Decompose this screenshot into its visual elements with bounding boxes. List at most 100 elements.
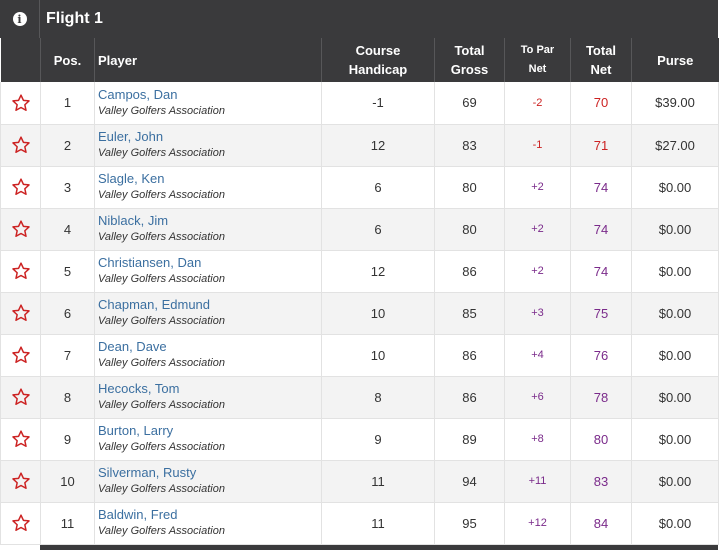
header-pos[interactable]: Pos. [40, 38, 95, 82]
cell-total-gross: 94 [434, 460, 505, 503]
favorite-star-button[interactable] [0, 208, 41, 251]
table-row: 9 Burton, Larry Valley Golfers Association… [0, 418, 719, 461]
cell-course-handicap: 12 [321, 250, 435, 293]
cell-player: Baldwin, Fred Valley Golfers Association [94, 502, 322, 545]
table-footer-bar [40, 545, 718, 550]
table-row: 1 Campos, Dan Valley Golfers Association -1… [0, 82, 719, 125]
cell-pos: 6 [40, 292, 95, 335]
header-total-gross[interactable]: Total Gross [434, 38, 505, 82]
cell-course-handicap: 6 [321, 166, 435, 209]
star-icon [1, 135, 40, 155]
cell-to-par-net: +2 [504, 250, 571, 293]
cell-pos: 2 [40, 124, 95, 167]
cell-purse: $0.00 [631, 460, 719, 503]
table-row: 7 Dean, Dave Valley Golfers Association 10 8… [0, 334, 719, 377]
cell-to-par-net: +8 [504, 418, 571, 461]
star-icon [1, 513, 40, 533]
cell-purse: $39.00 [631, 82, 719, 125]
cell-to-par-net: +2 [504, 208, 571, 251]
player-association: Valley Golfers Association [98, 104, 225, 117]
table-row: 11 Baldwin, Fred Valley Golfers Associatio… [0, 502, 719, 545]
player-association: Valley Golfers Association [98, 189, 225, 201]
player-association: Valley Golfers Association [98, 273, 225, 285]
cell-player: Silverman, Rusty Valley Golfers Associati… [94, 460, 322, 503]
cell-total-net: 76 [570, 334, 632, 377]
favorite-star-button[interactable] [0, 502, 41, 545]
header-player[interactable]: Player [94, 38, 322, 82]
table-row: 6 Chapman, Edmund Valley Golfers Associati… [0, 292, 719, 335]
player-name-link[interactable]: Hecocks, Tom [98, 381, 180, 396]
cell-pos: 8 [40, 376, 95, 419]
favorite-star-button[interactable] [0, 82, 41, 125]
cell-course-handicap: 10 [321, 334, 435, 377]
favorite-star-button[interactable] [0, 376, 41, 419]
cell-player: Campos, Dan Valley Golfers Association [94, 82, 322, 125]
cell-pos: 11 [40, 502, 95, 545]
cell-total-gross: 80 [434, 166, 505, 209]
player-name-link[interactable]: Chapman, Edmund [98, 297, 211, 312]
star-icon [1, 471, 40, 491]
cell-purse: $0.00 [631, 334, 719, 377]
cell-purse: $0.00 [631, 292, 719, 335]
cell-purse: $0.00 [631, 376, 719, 419]
cell-total-gross: 85 [434, 292, 505, 335]
flight-title: Flight 1 [46, 10, 103, 27]
favorite-star-button[interactable] [0, 418, 41, 461]
info-button[interactable]: i [0, 0, 40, 38]
cell-pos: 3 [40, 166, 95, 209]
cell-to-par-net: +4 [504, 334, 571, 377]
player-association: Valley Golfers Association [98, 147, 225, 159]
player-name-link[interactable]: Baldwin, Fred [98, 507, 178, 522]
player-name-link[interactable]: Slagle, Ken [98, 171, 165, 186]
table-row: 2 Euler, John Valley Golfers Association 12… [0, 124, 719, 167]
favorite-star-button[interactable] [0, 250, 41, 293]
cell-total-net: 74 [570, 166, 632, 209]
favorite-star-button[interactable] [0, 124, 41, 167]
flight-title-bar: i Flight 1 [0, 0, 718, 38]
player-name-link[interactable]: Burton, Larry [98, 423, 174, 438]
header-course-handicap[interactable]: Course Handicap [321, 38, 435, 82]
favorite-star-button[interactable] [0, 460, 41, 503]
cell-total-net: 74 [570, 208, 632, 251]
cell-total-gross: 80 [434, 208, 505, 251]
header-total-net[interactable]: Total Net [570, 38, 632, 82]
favorite-star-button[interactable] [0, 166, 41, 209]
cell-pos: 4 [40, 208, 95, 251]
cell-purse: $0.00 [631, 502, 719, 545]
cell-to-par-net: -2 [504, 82, 571, 125]
header-to-par-net[interactable]: To Par Net [504, 38, 571, 82]
header-purse[interactable]: Purse [631, 38, 719, 82]
table-row: 8 Hecocks, Tom Valley Golfers Association 8… [0, 376, 719, 419]
cell-purse: $27.00 [631, 124, 719, 167]
cell-player: Christiansen, Dan Valley Golfers Associat… [94, 250, 322, 293]
player-name-link[interactable]: Campos, Dan [98, 86, 178, 102]
cell-player: Slagle, Ken Valley Golfers Association [94, 166, 322, 209]
cell-purse: $0.00 [631, 418, 719, 461]
player-association: Valley Golfers Association [98, 483, 225, 495]
cell-pos: 5 [40, 250, 95, 293]
info-icon: i [12, 12, 27, 26]
table-row: 3 Slagle, Ken Valley Golfers Association 6 8… [0, 166, 719, 209]
star-icon [1, 387, 40, 407]
star-icon [1, 429, 40, 449]
player-name-link[interactable]: Christiansen, Dan [98, 255, 202, 270]
star-icon [1, 219, 40, 239]
cell-player: Euler, John Valley Golfers Association [94, 124, 322, 167]
player-name-link[interactable]: Dean, Dave [98, 339, 167, 354]
cell-total-net: 80 [570, 418, 632, 461]
table-header-row: Pos. Player Course Handicap Total Gross To… [0, 38, 719, 82]
favorite-star-button[interactable] [0, 334, 41, 377]
player-name-link[interactable]: Niblack, Jim [98, 213, 169, 228]
star-icon [1, 345, 40, 365]
cell-player: Chapman, Edmund Valley Golfers Associatio… [94, 292, 322, 335]
cell-course-handicap: 8 [321, 376, 435, 419]
cell-purse: $0.00 [631, 208, 719, 251]
favorite-star-button[interactable] [0, 292, 41, 335]
table-row: 5 Christiansen, Dan Valley Golfers Associa… [0, 250, 719, 293]
cell-to-par-net: +11 [504, 460, 571, 503]
player-name-link[interactable]: Silverman, Rusty [98, 465, 197, 480]
player-name-link[interactable]: Euler, John [98, 129, 164, 144]
cell-player: Dean, Dave Valley Golfers Association [94, 334, 322, 377]
cell-total-gross: 83 [434, 124, 505, 167]
cell-total-net: 84 [570, 502, 632, 545]
